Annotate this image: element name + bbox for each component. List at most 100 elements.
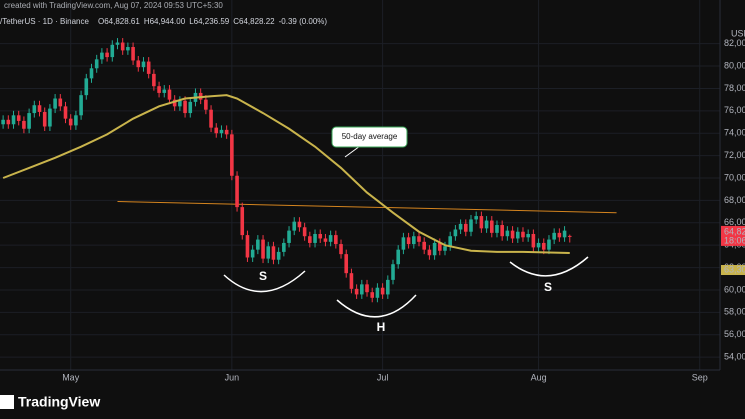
countdown: 18:06 — [724, 235, 745, 245]
candle-body — [94, 59, 99, 69]
candle-body — [250, 249, 255, 258]
last-price: 64,828.22 — [724, 226, 745, 236]
candle-body — [427, 249, 432, 256]
candle-body — [437, 242, 442, 251]
candle-body — [188, 101, 193, 114]
y-tick-label: 78,000 — [724, 83, 745, 93]
candle-body — [541, 242, 546, 250]
ma-price-tag — [721, 265, 745, 276]
y-tick-label: 70,000 — [724, 172, 745, 182]
candle-body — [287, 230, 291, 243]
annotation: S — [259, 269, 267, 283]
y-tick-label: 56,000 — [724, 329, 745, 339]
brand: TradingView — [18, 394, 100, 410]
candle-body — [136, 60, 141, 68]
candle-body — [126, 47, 130, 51]
candle-body — [6, 119, 11, 125]
brand-icon — [0, 395, 14, 409]
moving-average — [2, 94, 570, 255]
candle-body — [521, 231, 525, 238]
grid — [0, 0, 720, 370]
candle-body — [406, 237, 411, 245]
candle-body — [292, 221, 297, 231]
candle-body — [42, 111, 47, 127]
candle-body — [271, 246, 276, 260]
candle-body — [11, 115, 16, 125]
candle-body — [365, 284, 369, 293]
x-tick-label: Jun — [225, 372, 240, 382]
candle-body — [53, 98, 57, 109]
candle-body — [510, 230, 515, 239]
candle-body — [115, 42, 120, 45]
candle-body — [302, 227, 307, 237]
candle-body — [495, 225, 499, 233]
callout-pointer — [344, 145, 361, 158]
candle-body — [557, 232, 562, 238]
legend-value: L64,236.59 — [189, 17, 230, 26]
candle-body — [354, 288, 359, 295]
candle-body — [1, 119, 5, 125]
candle-body — [531, 233, 536, 248]
shoulder-arc — [223, 270, 306, 293]
ohlc-legend: O64,828.61 H64,944.00 L64,236.59 C64,828.22… — [98, 17, 327, 26]
candle-body — [131, 47, 135, 61]
y-tick-label: 60,000 — [724, 284, 745, 294]
y-tick-label: 58,000 — [724, 307, 745, 317]
candle-body — [162, 89, 167, 93]
candle-body — [89, 68, 94, 79]
callout-text: 50-day average — [342, 132, 398, 141]
candle-body — [219, 129, 224, 134]
y-tick-label: 66,000 — [724, 217, 745, 227]
candle-body — [152, 73, 156, 87]
candle-body — [469, 219, 473, 232]
symbol: /TetherUS · 1D · Binance — [0, 17, 89, 26]
y-tick-label: 68,000 — [724, 195, 745, 205]
candle-body — [458, 223, 463, 230]
candle-body — [547, 239, 551, 250]
legend-value: C64,828.22 — [233, 17, 275, 26]
candle-body — [344, 254, 349, 274]
callout-box — [331, 126, 408, 148]
y-tick-label: 82,000 — [724, 38, 745, 48]
candle-body — [474, 216, 478, 220]
candle-body — [141, 61, 146, 68]
candle-body — [313, 233, 317, 243]
candle-body — [79, 95, 83, 116]
candle-body — [396, 249, 401, 265]
candle-body — [479, 216, 484, 229]
candle-body — [339, 244, 343, 255]
candle-body — [209, 109, 213, 128]
y-tick-label: 80,000 — [724, 60, 745, 70]
candle-body — [401, 237, 406, 250]
candle-body — [323, 238, 328, 242]
candle-body — [500, 225, 504, 237]
x-tick-label: May — [62, 372, 80, 382]
candle-body — [463, 223, 468, 232]
candle-body — [386, 279, 390, 295]
candle-body — [224, 129, 229, 135]
candle-body — [380, 287, 385, 295]
candle-body — [432, 242, 437, 256]
ma-price: 63,300 — [724, 264, 745, 274]
candle-body — [37, 105, 42, 112]
candle-body — [489, 220, 494, 233]
level-line — [117, 201, 617, 214]
candle-body — [412, 236, 416, 245]
candle-body — [146, 61, 151, 74]
candle-body — [27, 113, 31, 129]
candle-body — [297, 221, 302, 228]
candle-body — [276, 251, 281, 260]
candle-body — [167, 89, 172, 100]
candle-body — [74, 115, 78, 126]
candle-body — [443, 246, 447, 251]
candle-body — [370, 292, 375, 298]
candle-body — [453, 229, 458, 237]
legend-value: O64,828.61 — [98, 17, 140, 26]
candle-body — [360, 284, 364, 295]
candle-body — [172, 99, 177, 107]
x-tick-label: Jul — [377, 372, 389, 382]
candle-body — [256, 239, 260, 250]
